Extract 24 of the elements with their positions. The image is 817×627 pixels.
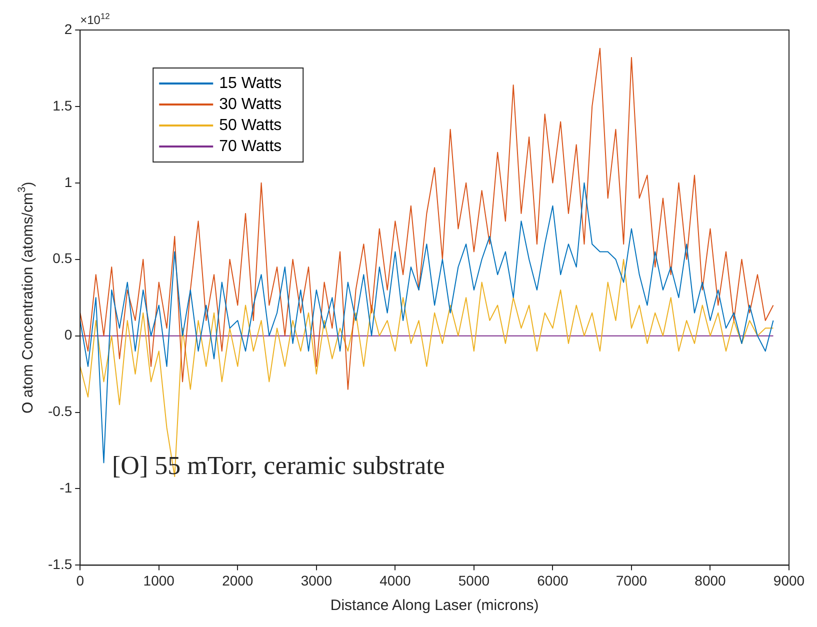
x-tick-label: 3000 (300, 572, 332, 588)
legend-label: 30 Watts (219, 96, 282, 113)
y-tick-label: 0 (64, 326, 72, 343)
legend-label: 70 Watts (219, 138, 282, 155)
x-tick-label: 5000 (458, 572, 490, 588)
y-tick-label: -1 (60, 480, 72, 496)
x-axis-title: Distance Along Laser (microns) (330, 597, 539, 614)
x-tick-label: 0 (76, 572, 84, 588)
y-tick-label: -1.5 (48, 556, 72, 572)
y-tick-label: 1 (64, 174, 72, 190)
y-tick-label: 2 (64, 20, 72, 37)
legend-label: 50 Watts (219, 116, 282, 134)
x-tick-label: 8000 (694, 572, 726, 588)
x-tick-label: 6000 (537, 572, 568, 588)
y-tick-label: 1.5 (52, 97, 72, 114)
x-tick-label: 1000 (143, 572, 175, 588)
x-tick-label: 9000 (773, 572, 805, 588)
y-tick-label: 0.5 (52, 250, 72, 266)
x-tick-label: 7000 (616, 572, 648, 588)
x-tick-label: 2000 (222, 572, 254, 588)
y-axis-title: O atom Concentration (atoms/cm3) (16, 182, 36, 414)
y-tick-label: -0.5 (48, 403, 72, 420)
legend-label: 15 Watts (219, 74, 282, 92)
x-tick-label: 4000 (380, 572, 411, 588)
